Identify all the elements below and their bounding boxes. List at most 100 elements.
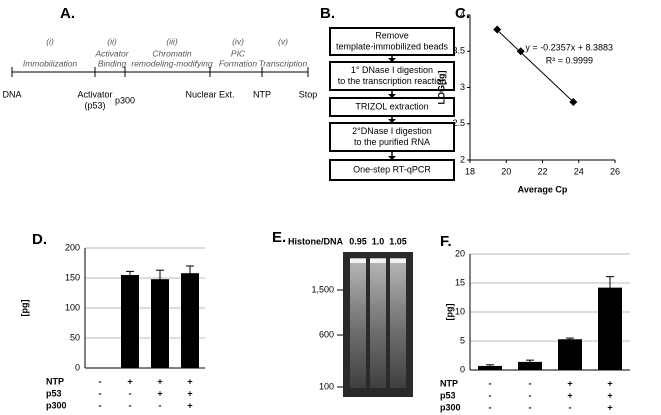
arrow-head bbox=[388, 156, 396, 160]
condition-name: p300 bbox=[46, 400, 67, 410]
condition-name: NTP bbox=[440, 378, 458, 388]
y-tick-label: 100 bbox=[65, 302, 80, 312]
step-text: template-immobilized beads bbox=[336, 41, 449, 51]
stage-numeral: (ii) bbox=[107, 36, 117, 46]
bar bbox=[121, 275, 139, 368]
error-bar bbox=[126, 270, 134, 279]
stage-numeral: (v) bbox=[278, 36, 288, 46]
y-tick-label: 15 bbox=[455, 277, 465, 287]
bar bbox=[181, 273, 199, 368]
y-axis-label: [pg] bbox=[444, 304, 454, 321]
step-label: Activator bbox=[77, 89, 112, 99]
error-bar bbox=[486, 364, 494, 368]
condition-sign: - bbox=[529, 402, 532, 412]
y-axis-label: LOG[fg] bbox=[436, 71, 446, 105]
condition-sign: + bbox=[187, 400, 192, 410]
condition-sign: - bbox=[99, 376, 102, 386]
y-tick-label: 0 bbox=[460, 364, 465, 374]
step-text: 2°DNase I digestion bbox=[352, 126, 432, 136]
arrow-head bbox=[388, 58, 396, 62]
trendline bbox=[496, 29, 574, 103]
panel-label: B. bbox=[320, 5, 335, 22]
y-tick-label: 200 bbox=[65, 242, 80, 252]
condition-sign: - bbox=[159, 400, 162, 410]
step-text: One-step RT-qPCR bbox=[353, 164, 431, 174]
condition-sign: + bbox=[187, 388, 192, 398]
condition-sign: - bbox=[99, 400, 102, 410]
condition-sign: + bbox=[567, 390, 572, 400]
point bbox=[569, 98, 578, 106]
condition-sign: + bbox=[607, 378, 612, 388]
stage-desc: PIC bbox=[231, 48, 246, 58]
x-tick-label: 22 bbox=[537, 166, 547, 176]
step-text: 1° DNase I digestion bbox=[351, 65, 433, 75]
step-text: TRIZOL extraction bbox=[355, 101, 428, 111]
condition-sign: + bbox=[187, 376, 192, 386]
stage-desc: Transcription bbox=[259, 58, 308, 68]
y-tick-label: 150 bbox=[65, 272, 80, 282]
stage-desc: Formation bbox=[219, 58, 258, 68]
lane-label: 1.0 bbox=[372, 236, 385, 246]
lane-smear bbox=[370, 258, 386, 388]
condition-name: p53 bbox=[440, 390, 456, 400]
x-tick-label: 18 bbox=[465, 166, 475, 176]
condition-sign: + bbox=[157, 376, 162, 386]
stage-desc: Activator bbox=[94, 48, 129, 58]
equation: y = -0.2357x + 8.3883 bbox=[525, 42, 613, 52]
y-tick-label: 3 bbox=[460, 82, 465, 92]
stage-desc: Chromatin bbox=[152, 48, 191, 58]
y-tick-label: 20 bbox=[455, 248, 465, 258]
error-bar bbox=[186, 265, 194, 281]
bar bbox=[518, 361, 542, 370]
error-bar bbox=[566, 337, 574, 341]
stage-numeral: (i) bbox=[46, 36, 54, 46]
bar bbox=[151, 279, 169, 368]
panel-label: E. bbox=[272, 229, 286, 246]
y-tick-label: 10 bbox=[455, 306, 465, 316]
condition-sign: - bbox=[529, 378, 532, 388]
stage-desc: Immobilization bbox=[23, 58, 78, 68]
y-axis-label: [pg] bbox=[19, 300, 29, 317]
lane-smear bbox=[350, 258, 366, 388]
condition-sign: + bbox=[607, 390, 612, 400]
step-label: Nuclear Ext. bbox=[185, 89, 234, 99]
lane-smear bbox=[390, 258, 406, 388]
step-label: p300 bbox=[115, 95, 135, 105]
step-box bbox=[329, 159, 455, 181]
condition-sign: - bbox=[489, 390, 492, 400]
step-label: DNA bbox=[2, 89, 21, 99]
lane-band bbox=[370, 259, 386, 263]
stage-numeral: (iv) bbox=[232, 36, 244, 46]
r-squared: R² = 0.9999 bbox=[546, 55, 593, 65]
error-bar bbox=[526, 359, 534, 364]
marker-label: 600 bbox=[319, 329, 334, 339]
lane-label: 1.05 bbox=[389, 236, 407, 246]
arrow-head bbox=[388, 119, 396, 123]
condition-name: NTP bbox=[46, 376, 64, 386]
step-label: Stop bbox=[299, 89, 318, 99]
error-bar bbox=[606, 276, 614, 299]
condition-name: p300 bbox=[440, 402, 461, 412]
condition-sign: + bbox=[127, 376, 132, 386]
condition-sign: - bbox=[129, 388, 132, 398]
point bbox=[493, 25, 502, 34]
y-tick-label: 50 bbox=[70, 332, 80, 342]
bar bbox=[478, 365, 502, 370]
lane-label: 0.95 bbox=[349, 236, 367, 246]
stage-desc: remodeling-modifying bbox=[131, 58, 213, 68]
step-label: (p53) bbox=[84, 100, 105, 110]
x-axis-label: Average Cp bbox=[518, 184, 568, 194]
panel-label: C. bbox=[455, 5, 470, 22]
stage-numeral: (iii) bbox=[166, 36, 177, 46]
y-tick-label: 2.5 bbox=[452, 118, 465, 128]
stage-desc: Binding bbox=[98, 58, 127, 68]
y-tick-label: 4 bbox=[460, 9, 465, 19]
error-bar bbox=[156, 269, 164, 289]
y-tick-label: 5 bbox=[460, 335, 465, 345]
marker-label: 100 bbox=[319, 381, 334, 391]
x-tick-label: 24 bbox=[574, 166, 584, 176]
step-text: to the transcription reaction bbox=[338, 76, 447, 86]
point bbox=[516, 47, 525, 56]
condition-sign: + bbox=[607, 402, 612, 412]
